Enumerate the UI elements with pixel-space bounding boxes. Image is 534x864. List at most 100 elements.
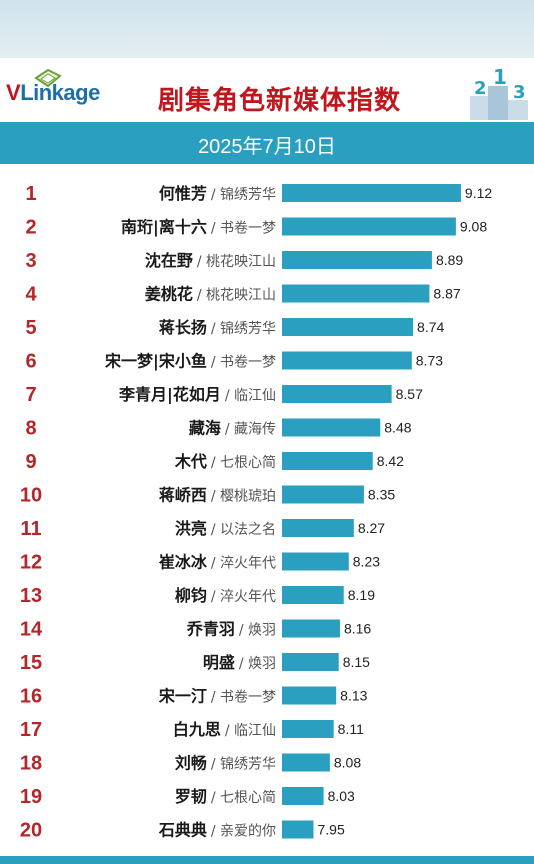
value-label: 8.42 <box>377 453 404 469</box>
top-banner <box>0 0 534 58</box>
value-label: 8.35 <box>368 487 395 503</box>
rank-number: 11 <box>20 518 41 540</box>
rank-number: 18 <box>20 753 42 775</box>
value-label: 8.87 <box>433 286 460 302</box>
podium-icon: 2 1 3 <box>470 68 528 120</box>
logo-text: Linkage <box>20 80 100 105</box>
date-label: 2025年7月10日 <box>198 136 336 158</box>
value-label: 8.73 <box>416 353 443 369</box>
value-label: 8.11 <box>338 721 364 737</box>
drama-title: / 七根心简 <box>211 454 276 471</box>
index-bar <box>282 519 354 537</box>
drama-title: / 以法之名 <box>211 522 276 538</box>
header: VLinkage 剧集角色新媒体指数 2 1 3 <box>0 58 534 122</box>
character-name: 宋一梦|宋小鱼 <box>104 352 207 372</box>
index-bar <box>282 418 381 437</box>
index-bar <box>282 586 344 604</box>
index-bar <box>282 351 412 370</box>
character-name: 藏海 <box>189 419 221 438</box>
rank-number: 2 <box>25 217 36 239</box>
value-label: 8.03 <box>328 788 355 804</box>
bottom-bar <box>0 856 534 864</box>
value-label: 8.57 <box>396 386 423 402</box>
rank-number: 5 <box>25 317 36 339</box>
character-name: 罗韧 <box>175 787 207 806</box>
index-bar <box>282 452 373 470</box>
rank-number: 8 <box>25 418 36 440</box>
index-bar <box>282 787 324 805</box>
character-name: 李青月|花如月 <box>118 385 221 405</box>
character-name: 蒋长扬 <box>159 318 207 337</box>
value-label: 8.08 <box>334 755 361 771</box>
drama-title: / 七根心简 <box>211 789 276 806</box>
character-name: 宋一汀 <box>158 687 207 706</box>
rank-number: 3 <box>25 250 36 272</box>
character-name: 洪亮 <box>175 519 207 538</box>
rank-number: 9 <box>25 451 36 473</box>
drama-title: / 焕羽 <box>239 655 276 672</box>
drama-title: / 藏海传 <box>225 422 276 438</box>
drama-title: / 淬火年代 <box>211 556 276 572</box>
drama-title: / 桃花映江山 <box>197 288 276 304</box>
rank-number: 14 <box>20 619 43 641</box>
index-bar <box>282 552 349 571</box>
character-name: 明盛 <box>203 653 235 672</box>
logo-icon <box>34 68 62 88</box>
value-label: 8.13 <box>340 688 367 704</box>
index-bar <box>282 653 339 671</box>
page-title: 剧集角色新媒体指数 <box>158 86 402 116</box>
index-bar <box>282 217 456 236</box>
logo: VLinkage <box>6 80 100 106</box>
logo-v: V <box>6 80 21 105</box>
drama-title: / 书卷一梦 <box>211 355 276 371</box>
rank-number: 15 <box>20 652 42 674</box>
value-label: 8.19 <box>348 587 375 603</box>
drama-title: / 临江仙 <box>225 723 276 739</box>
character-name: 白九思 <box>173 720 221 739</box>
character-name: 乔青羽 <box>186 620 235 639</box>
index-bar <box>282 619 340 638</box>
index-bar <box>282 318 414 336</box>
rank-number: 17 <box>20 719 42 741</box>
svg-text:3: 3 <box>513 82 526 103</box>
date-bar <box>0 122 534 164</box>
drama-title: / 锦绣芳华 <box>211 756 276 773</box>
value-label: 9.12 <box>465 185 492 201</box>
index-bar <box>282 720 334 738</box>
rank-number: 16 <box>20 686 42 708</box>
character-name: 沈在野 <box>145 251 193 270</box>
character-name: 何惟芳 <box>159 184 207 203</box>
index-bar <box>282 184 461 202</box>
index-bar <box>282 385 392 403</box>
character-name: 南珩|离十六 <box>121 218 207 238</box>
drama-title: / 锦绣芳华 <box>211 186 276 203</box>
character-name: 柳钧 <box>175 586 207 605</box>
drama-title: / 临江仙 <box>225 388 276 404</box>
rank-number: 10 <box>20 485 42 507</box>
index-bar <box>282 485 364 504</box>
value-label: 8.15 <box>343 654 370 670</box>
value-label: 9.08 <box>460 219 487 235</box>
rank-number: 20 <box>20 820 42 842</box>
index-bar <box>282 284 430 303</box>
rank-number: 1 <box>25 183 36 205</box>
character-name: 刘畅 <box>175 754 207 773</box>
index-bar <box>282 251 432 269</box>
value-label: 8.23 <box>353 554 380 570</box>
drama-title: / 樱桃琥珀 <box>211 488 276 505</box>
index-bar <box>282 686 337 705</box>
drama-title: / 焕羽 <box>239 622 276 639</box>
drama-title: / 亲爱的你 <box>211 824 276 840</box>
value-label: 8.27 <box>358 520 385 536</box>
character-name: 崔冰冰 <box>159 553 208 572</box>
rank-number: 7 <box>25 384 36 406</box>
value-label: 8.16 <box>344 621 371 637</box>
drama-title: / 书卷一梦 <box>211 690 276 706</box>
character-name: 蒋峤西 <box>159 486 207 505</box>
value-label: 8.89 <box>436 252 463 268</box>
index-bar <box>282 820 314 839</box>
rank-number: 6 <box>25 351 36 373</box>
drama-title: / 书卷一梦 <box>211 221 276 237</box>
index-bar <box>282 753 330 772</box>
